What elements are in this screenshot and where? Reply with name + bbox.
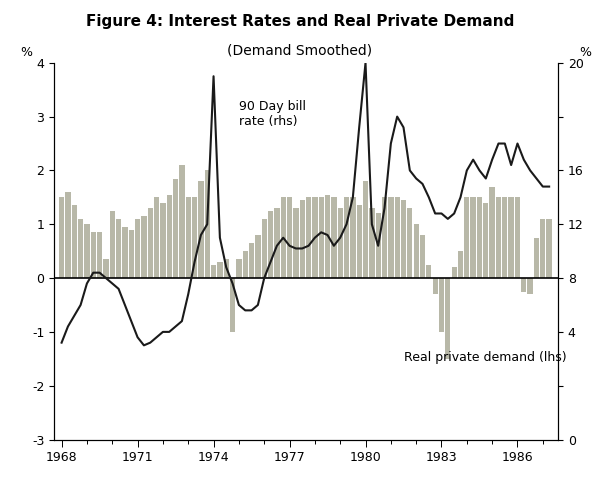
Bar	[160, 203, 166, 278]
Bar	[331, 198, 337, 278]
Text: %: %	[580, 46, 592, 59]
Bar	[224, 259, 229, 278]
Bar	[59, 198, 64, 278]
Bar	[274, 208, 280, 278]
Bar	[287, 198, 292, 278]
Bar	[217, 262, 223, 278]
Text: %: %	[20, 46, 32, 59]
Bar	[477, 198, 482, 278]
Bar	[490, 186, 495, 278]
Bar	[84, 224, 89, 278]
Bar	[350, 198, 356, 278]
Bar	[128, 229, 134, 278]
Bar	[91, 232, 96, 278]
Bar	[242, 251, 248, 278]
Bar	[173, 179, 178, 278]
Bar	[464, 198, 469, 278]
Bar	[255, 235, 260, 278]
Bar	[338, 208, 343, 278]
Text: Figure 4: Interest Rates and Real Private Demand: Figure 4: Interest Rates and Real Privat…	[86, 14, 514, 29]
Bar	[540, 219, 545, 278]
Bar	[299, 200, 305, 278]
Bar	[426, 265, 431, 278]
Bar	[78, 219, 83, 278]
Bar	[268, 211, 273, 278]
Bar	[198, 181, 203, 278]
Bar	[312, 198, 317, 278]
Bar	[356, 205, 362, 278]
Bar	[154, 198, 159, 278]
Bar	[325, 195, 330, 278]
Bar	[363, 181, 368, 278]
Bar	[103, 259, 109, 278]
Bar	[395, 198, 400, 278]
Bar	[281, 198, 286, 278]
Bar	[122, 227, 128, 278]
Bar	[483, 203, 488, 278]
Bar	[179, 165, 185, 278]
Bar	[452, 267, 457, 278]
Bar	[148, 208, 153, 278]
Bar	[262, 219, 267, 278]
Bar	[141, 216, 146, 278]
Bar	[230, 278, 235, 332]
Bar	[521, 278, 526, 292]
Bar	[496, 198, 501, 278]
Bar	[135, 219, 140, 278]
Bar	[249, 243, 254, 278]
Bar	[167, 195, 172, 278]
Bar	[534, 238, 539, 278]
Bar	[344, 198, 349, 278]
Bar	[433, 278, 438, 294]
Bar	[547, 219, 552, 278]
Bar	[306, 198, 311, 278]
Bar	[527, 278, 533, 294]
Bar	[502, 198, 508, 278]
Bar	[211, 265, 216, 278]
Bar	[445, 278, 451, 359]
Bar	[369, 208, 374, 278]
Text: 90 Day bill
rate (rhs): 90 Day bill rate (rhs)	[239, 100, 306, 128]
Text: (Demand Smoothed): (Demand Smoothed)	[227, 43, 373, 57]
Bar	[376, 213, 381, 278]
Bar	[192, 198, 197, 278]
Bar	[508, 198, 514, 278]
Bar	[388, 198, 394, 278]
Bar	[470, 198, 476, 278]
Bar	[236, 259, 242, 278]
Bar	[382, 198, 387, 278]
Bar	[110, 211, 115, 278]
Bar	[413, 224, 419, 278]
Text: Real private demand (lhs): Real private demand (lhs)	[404, 351, 566, 364]
Bar	[458, 251, 463, 278]
Bar	[65, 192, 71, 278]
Bar	[185, 198, 191, 278]
Bar	[71, 205, 77, 278]
Bar	[401, 200, 406, 278]
Bar	[420, 235, 425, 278]
Bar	[97, 232, 102, 278]
Bar	[515, 198, 520, 278]
Bar	[319, 198, 324, 278]
Bar	[439, 278, 444, 332]
Bar	[407, 208, 412, 278]
Bar	[293, 208, 299, 278]
Bar	[205, 170, 210, 278]
Bar	[116, 219, 121, 278]
